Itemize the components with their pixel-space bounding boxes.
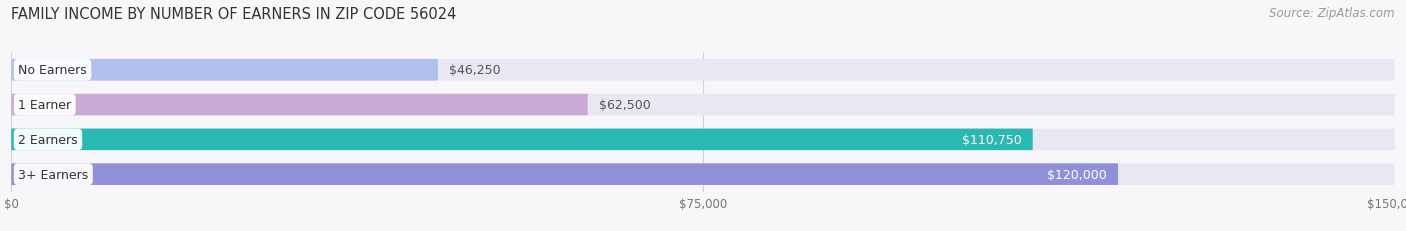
FancyBboxPatch shape [11, 60, 437, 81]
Text: $110,750: $110,750 [962, 133, 1022, 146]
Text: No Earners: No Earners [18, 64, 87, 77]
FancyBboxPatch shape [11, 164, 1118, 185]
FancyBboxPatch shape [11, 94, 1395, 116]
Text: 3+ Earners: 3+ Earners [18, 168, 89, 181]
FancyBboxPatch shape [11, 129, 1395, 151]
FancyBboxPatch shape [11, 129, 1033, 151]
Text: Source: ZipAtlas.com: Source: ZipAtlas.com [1270, 7, 1395, 20]
Text: FAMILY INCOME BY NUMBER OF EARNERS IN ZIP CODE 56024: FAMILY INCOME BY NUMBER OF EARNERS IN ZI… [11, 7, 457, 22]
Text: $120,000: $120,000 [1047, 168, 1107, 181]
Text: 1 Earner: 1 Earner [18, 99, 72, 112]
Text: 2 Earners: 2 Earners [18, 133, 77, 146]
FancyBboxPatch shape [11, 60, 1395, 81]
FancyBboxPatch shape [11, 164, 1395, 185]
Text: $46,250: $46,250 [449, 64, 501, 77]
FancyBboxPatch shape [11, 94, 588, 116]
Text: $62,500: $62,500 [599, 99, 651, 112]
